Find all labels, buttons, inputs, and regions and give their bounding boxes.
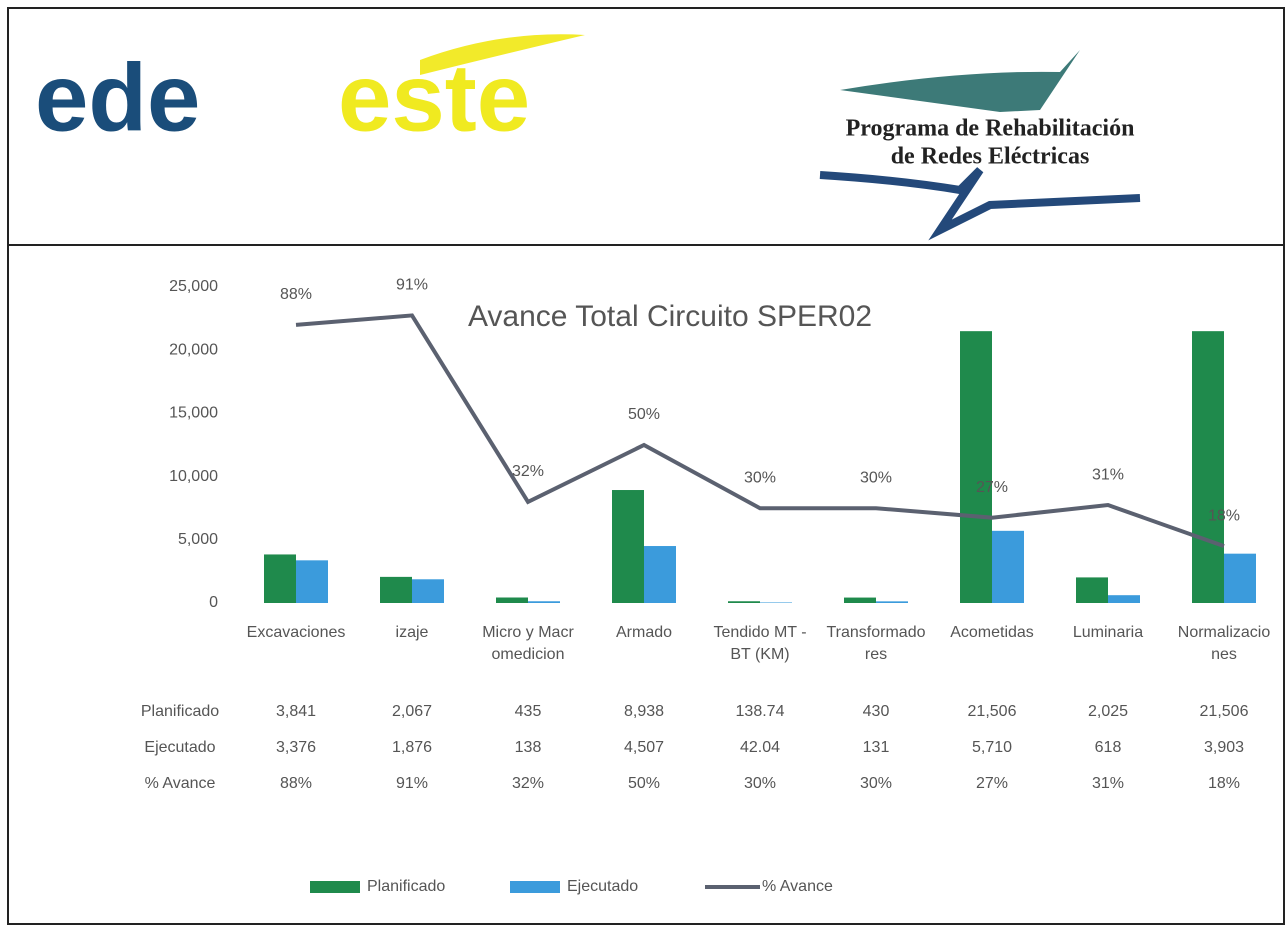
table-cell: 138.74 xyxy=(736,703,785,720)
data-label: 27% xyxy=(976,479,1008,496)
legend-label: % Avance xyxy=(762,878,833,895)
table-cell: 30% xyxy=(860,775,892,792)
table-cell: 27% xyxy=(976,775,1008,792)
bar xyxy=(1224,553,1256,603)
bar xyxy=(1108,595,1140,603)
data-label: 31% xyxy=(1092,466,1124,483)
legend-label: Ejecutado xyxy=(567,878,638,895)
y-tick-label: 15,000 xyxy=(169,405,218,422)
table-cell: 3,903 xyxy=(1204,739,1244,756)
x-tick-label: Armado xyxy=(615,624,673,641)
logo-swoosh xyxy=(420,34,585,75)
y-tick-label: 10,000 xyxy=(169,468,218,485)
frame xyxy=(7,7,1285,925)
data-label: 91% xyxy=(396,277,428,294)
legend-label: Planificado xyxy=(367,878,445,895)
bar xyxy=(992,530,1024,603)
x-tick-label: Micro y Macromedicion xyxy=(482,624,574,663)
table-cell: 8,938 xyxy=(624,703,664,720)
y-tick-label: 5,000 xyxy=(178,531,218,548)
y-tick-label: 20,000 xyxy=(169,341,218,358)
legend-swatch xyxy=(510,881,560,893)
table-cell: 32% xyxy=(512,775,544,792)
y-tick-label: 0 xyxy=(209,594,218,611)
bar xyxy=(528,601,560,603)
table-cell: 50% xyxy=(628,775,660,792)
table-cell: 618 xyxy=(1095,739,1122,756)
bar xyxy=(412,579,444,603)
bar xyxy=(876,601,908,603)
table-cell: 435 xyxy=(515,703,542,720)
x-tick-label: Tendido MT - BT (KM) xyxy=(713,624,807,663)
logo-bolt xyxy=(819,167,1141,241)
table-cell: 3,841 xyxy=(276,703,316,720)
table-cell: 88% xyxy=(280,775,312,792)
table-cell: 2,025 xyxy=(1088,703,1128,720)
logo-bolt xyxy=(840,50,1080,112)
table-cell: 4,507 xyxy=(624,739,664,756)
legend-swatch xyxy=(310,881,360,893)
bar xyxy=(264,554,296,603)
logo-ede: ede xyxy=(35,44,200,151)
bar xyxy=(1192,331,1224,603)
data-label: 30% xyxy=(860,469,892,486)
data-label: 32% xyxy=(512,463,544,480)
table-cell: 3,376 xyxy=(276,739,316,756)
data-label: 88% xyxy=(280,286,312,303)
bar xyxy=(728,601,760,603)
x-tick-label: Transformadores xyxy=(826,624,926,663)
x-tick-label: Excavaciones xyxy=(246,624,346,641)
bar xyxy=(612,490,644,603)
table-row-label: % Avance xyxy=(145,775,216,792)
table-cell: 31% xyxy=(1092,775,1124,792)
table-cell: 21,506 xyxy=(968,703,1017,720)
table-row-label: Ejecutado xyxy=(144,739,215,756)
y-tick-label: 25,000 xyxy=(169,278,218,295)
table-cell: 42.04 xyxy=(740,739,780,756)
table-cell: 131 xyxy=(863,739,890,756)
bar xyxy=(960,331,992,603)
table-cell: 21,506 xyxy=(1200,703,1249,720)
data-label: 18% xyxy=(1208,507,1240,524)
bar xyxy=(1076,577,1108,603)
table-cell: 18% xyxy=(1208,775,1240,792)
x-tick-label: Normalizaciones xyxy=(1177,624,1271,663)
table-cell: 30% xyxy=(744,775,776,792)
table-cell: 430 xyxy=(863,703,890,720)
table-cell: 138 xyxy=(515,739,542,756)
line xyxy=(295,313,1225,549)
x-tick-label: Luminaria xyxy=(1072,624,1144,641)
table-cell: 91% xyxy=(396,775,428,792)
bar xyxy=(296,560,328,603)
logo-text: Programa de Rehabilitación xyxy=(846,116,1135,142)
logo-este: este xyxy=(338,44,530,151)
data-label: 50% xyxy=(628,406,660,423)
chart-title: Avance Total Circuito SPER02 xyxy=(468,300,872,333)
bar xyxy=(760,602,792,603)
data-label: 30% xyxy=(744,469,776,486)
bar xyxy=(844,597,876,603)
table-cell: 5,710 xyxy=(972,739,1012,756)
table-row-label: Planificado xyxy=(141,703,219,720)
table-cell: 1,876 xyxy=(392,739,432,756)
x-tick-label: izaje xyxy=(395,624,429,641)
logo-text: de Redes Eléctricas xyxy=(891,144,1090,170)
bar xyxy=(380,576,412,603)
bar xyxy=(644,546,676,603)
x-tick-label: Acometidas xyxy=(950,624,1034,641)
table-cell: 2,067 xyxy=(392,703,432,720)
bar xyxy=(496,597,528,603)
